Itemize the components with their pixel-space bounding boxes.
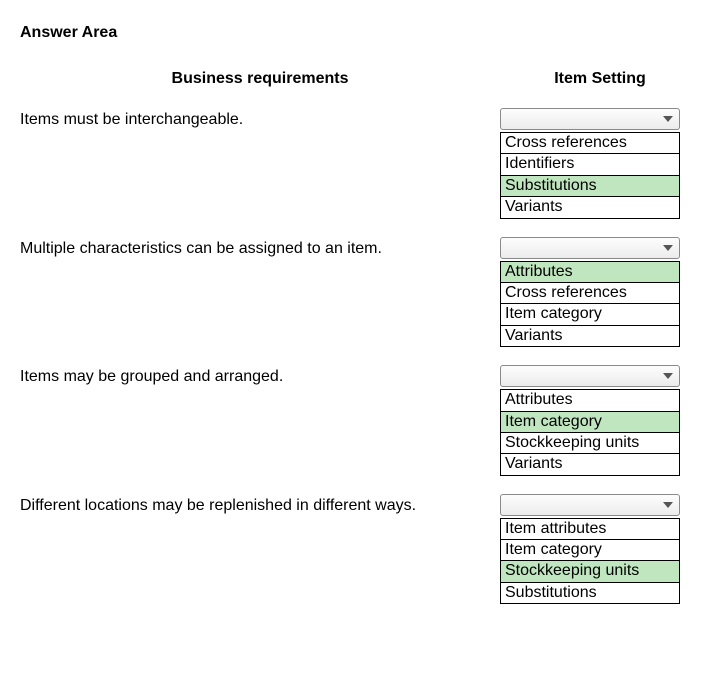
dropdown-options: Attributes Cross references Item categor… — [500, 261, 680, 348]
page-title: Answer Area — [20, 24, 690, 42]
dropdown-select[interactable] — [500, 365, 680, 387]
answer-area-page: Answer Area Business requirements Item S… — [0, 0, 710, 652]
dropdown-option[interactable]: Cross references — [501, 283, 679, 304]
requirement-text: Items must be interchangeable. — [20, 108, 500, 237]
content-grid: Business requirements Item Setting Items… — [20, 70, 690, 622]
chevron-down-icon — [656, 109, 679, 129]
chevron-down-icon — [656, 366, 679, 386]
dropdown-option-selected[interactable]: Item category — [501, 412, 679, 433]
dropdown-option[interactable]: Item attributes — [501, 519, 679, 540]
dropdown-options: Item attributes Item category Stockkeepi… — [500, 518, 680, 605]
dropdown-option[interactable]: Stockkeeping units — [501, 433, 679, 454]
column-header-requirements: Business requirements — [20, 70, 500, 88]
setting-block: Item attributes Item category Stockkeepi… — [500, 494, 700, 605]
dropdown-option-selected[interactable]: Substitutions — [501, 176, 679, 197]
dropdown-option[interactable]: Substitutions — [501, 583, 679, 603]
dropdown-options: Cross references Identifiers Substitutio… — [500, 132, 680, 219]
dropdown-option[interactable]: Variants — [501, 197, 679, 217]
dropdown-option[interactable]: Cross references — [501, 133, 679, 154]
dropdown-option[interactable]: Item category — [501, 304, 679, 325]
dropdown-select[interactable] — [500, 108, 680, 130]
dropdown-option[interactable]: Attributes — [501, 390, 679, 411]
dropdown-option[interactable]: Item category — [501, 540, 679, 561]
requirement-text: Different locations may be replenished i… — [20, 494, 500, 623]
dropdown-option-selected[interactable]: Attributes — [501, 262, 679, 283]
dropdown-option[interactable]: Identifiers — [501, 154, 679, 175]
requirement-text: Multiple characteristics can be assigned… — [20, 237, 500, 366]
dropdown-option[interactable]: Variants — [501, 326, 679, 346]
chevron-down-icon — [656, 238, 679, 258]
setting-block: Cross references Identifiers Substitutio… — [500, 108, 700, 219]
requirement-text: Items may be grouped and arranged. — [20, 365, 500, 494]
dropdown-option-selected[interactable]: Stockkeeping units — [501, 561, 679, 582]
dropdown-option[interactable]: Variants — [501, 454, 679, 474]
dropdown-options: Attributes Item category Stockkeeping un… — [500, 389, 680, 476]
setting-block: Attributes Cross references Item categor… — [500, 237, 700, 348]
column-header-setting: Item Setting — [500, 70, 700, 88]
dropdown-select[interactable] — [500, 494, 680, 516]
chevron-down-icon — [656, 495, 679, 515]
setting-block: Attributes Item category Stockkeeping un… — [500, 365, 700, 476]
dropdown-select[interactable] — [500, 237, 680, 259]
